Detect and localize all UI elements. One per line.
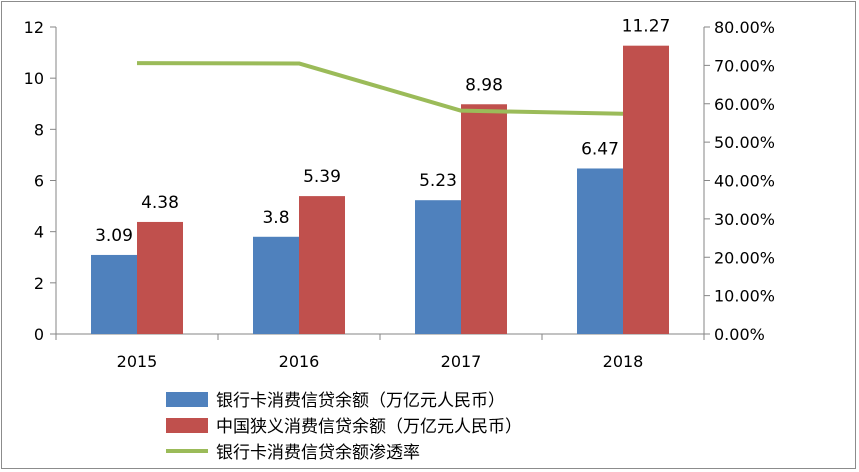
bar-bank-card-credit (91, 254, 137, 334)
bar-data-label: 5.39 (303, 167, 341, 187)
x-axis-category-label: 2018 (603, 352, 644, 371)
left-axis-tick-label: 4 (34, 223, 44, 242)
bar-data-label: 4.38 (141, 193, 179, 213)
bar-narrow-consumer-credit (623, 45, 669, 334)
right-axis-tick-label: 20.00% (714, 248, 775, 267)
x-axis-category-label: 2017 (441, 352, 482, 371)
legend-label: 中国狭义消费信贷余额（万亿元人民币） (216, 417, 522, 437)
bar-narrow-consumer-credit (299, 196, 345, 334)
bar-data-label: 6.47 (581, 139, 619, 159)
right-axis-tick-label: 50.00% (714, 133, 775, 152)
x-axis-category-label: 2016 (279, 352, 320, 371)
right-axis-tick-label: 30.00% (714, 210, 775, 229)
legend-label: 银行卡消费信贷余额渗透率 (216, 443, 420, 463)
legend-swatch (166, 418, 208, 433)
legend-label: 银行卡消费信贷余额（万亿元人民币） (216, 391, 505, 411)
penetration-rate-line (136, 61, 624, 116)
left-axis-tick-label: 0 (34, 325, 44, 344)
bar-bank-card-credit (577, 168, 623, 334)
right-axis-tick-label: 80.00% (714, 18, 775, 37)
right-axis-tick-label: 0.00% (714, 325, 765, 344)
bar-data-label: 3.09 (95, 226, 133, 246)
left-axis-tick-label: 6 (34, 172, 44, 191)
left-axis-tick-label: 8 (34, 120, 44, 139)
legend-swatch (166, 392, 208, 407)
bar-bank-card-credit (415, 200, 461, 334)
right-axis-tick-label: 60.00% (714, 95, 775, 114)
left-axis-tick-label: 10 (24, 69, 44, 88)
x-axis-category-label: 2015 (117, 352, 158, 371)
bar-data-label: 5.23 (419, 171, 457, 191)
bar-narrow-consumer-credit (137, 221, 183, 334)
bar-data-label: 3.8 (262, 208, 289, 228)
left-axis-tick-label: 2 (34, 274, 44, 293)
bar-data-label: 8.98 (465, 75, 503, 95)
right-axis-tick-label: 40.00% (714, 172, 775, 191)
bar-data-label: 11.27 (622, 17, 671, 37)
right-axis-tick-label: 70.00% (714, 56, 775, 75)
right-axis-tick-label: 10.00% (714, 287, 775, 306)
left-axis-tick-label: 12 (24, 18, 44, 37)
bar-bank-card-credit (253, 236, 299, 334)
bar-narrow-consumer-credit (461, 104, 507, 335)
